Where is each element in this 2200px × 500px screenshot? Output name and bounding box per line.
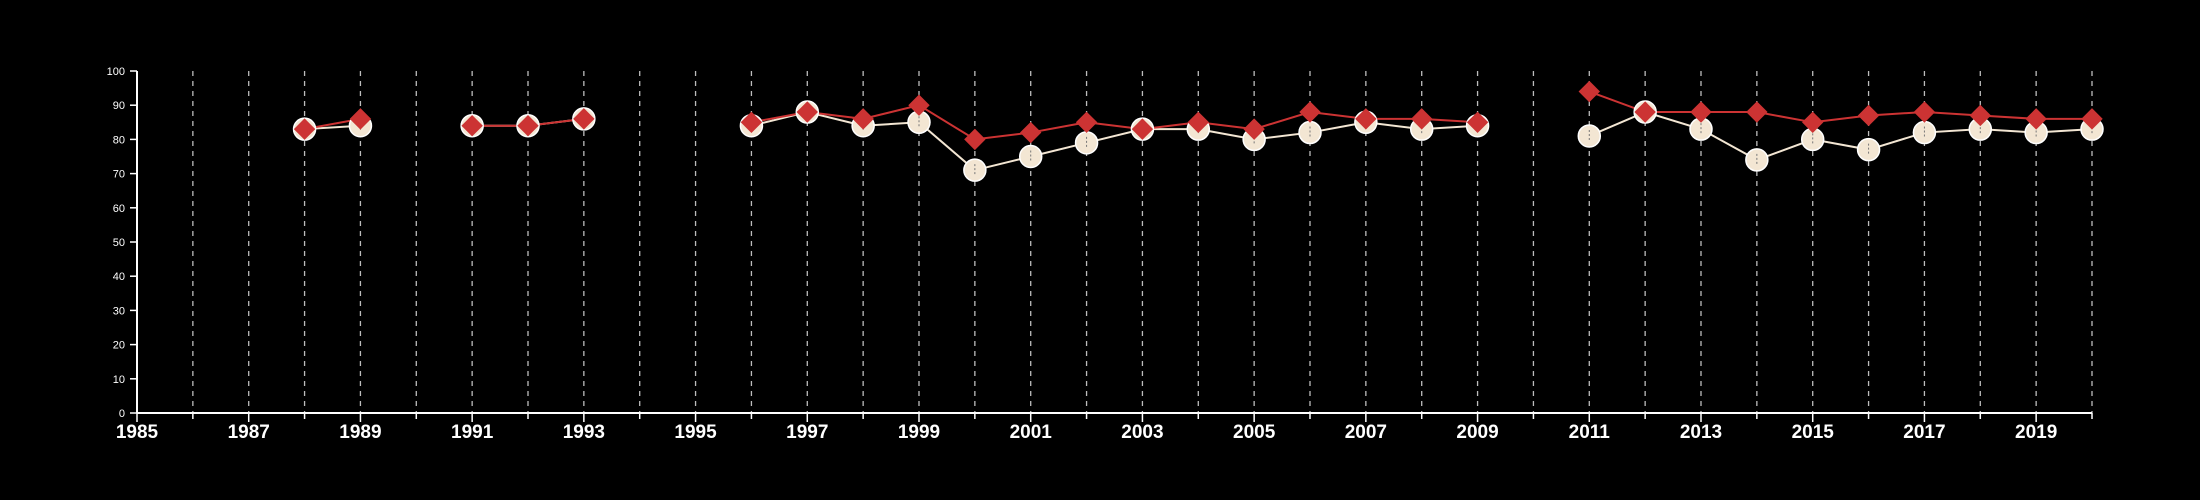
series-1-point-2006 bbox=[1298, 120, 1322, 145]
x-tick-label-1991: 1991 bbox=[451, 422, 494, 443]
series-2-point-2004 bbox=[1187, 111, 1209, 134]
series-2-point-2014 bbox=[1746, 101, 1768, 123]
series-2-point-2001 bbox=[1020, 121, 1042, 144]
series-2-point-1996 bbox=[740, 111, 763, 134]
x-tick-label-2009: 2009 bbox=[1456, 422, 1498, 443]
series-2-point-2017 bbox=[1913, 101, 1936, 123]
x-tick-label-1989: 1989 bbox=[339, 422, 381, 443]
vertical-gridlines bbox=[192, 71, 2093, 413]
x-tick-label-2011: 2011 bbox=[1569, 422, 1611, 443]
series-1-point-2015 bbox=[1800, 127, 1825, 152]
y-tick-label-80: 80 bbox=[113, 134, 125, 146]
series-2-point-1993 bbox=[573, 108, 595, 130]
x-tick-label-1993: 1993 bbox=[563, 422, 605, 443]
series-2-point-2005 bbox=[1243, 118, 1265, 140]
y-tick-label-90: 90 bbox=[113, 100, 125, 112]
series-markers bbox=[292, 80, 2104, 182]
series-2-point-2002 bbox=[1075, 111, 1098, 134]
y-tick-label-30: 30 bbox=[113, 305, 125, 317]
series-1-point-2002 bbox=[1074, 131, 1099, 155]
series-1-point-2016 bbox=[1856, 137, 1881, 162]
x-tick-label-2001: 2001 bbox=[1010, 422, 1053, 443]
series-2-point-2018 bbox=[1969, 104, 1991, 127]
series-1-line-segment-4 bbox=[1588, 110, 2093, 162]
series-2-point-2015 bbox=[1802, 111, 1824, 134]
series-2-point-1999 bbox=[908, 94, 930, 116]
series-1-point-2001 bbox=[1018, 144, 1043, 169]
y-axis: 0 10 20 30 40 50 60 70 80 90 100 bbox=[107, 66, 138, 420]
y-tick-label-20: 20 bbox=[113, 340, 125, 352]
series-2-point-1991 bbox=[461, 115, 483, 137]
y-tick-label-40: 40 bbox=[113, 271, 125, 283]
series-2-point-2007 bbox=[1355, 108, 1377, 130]
series-2-point-1992 bbox=[517, 115, 539, 137]
series-2-point-1988 bbox=[293, 118, 316, 140]
y-tick-label-0: 0 bbox=[119, 408, 125, 420]
x-tick-label-1985: 1985 bbox=[116, 422, 159, 443]
y-tick-label-60: 60 bbox=[113, 203, 125, 215]
series-1-point-2000 bbox=[963, 158, 987, 182]
x-tick-label-1997: 1997 bbox=[786, 422, 828, 443]
series-2-point-2011 bbox=[1578, 80, 1600, 103]
y-tick-label-10: 10 bbox=[113, 374, 125, 386]
x-tick-label-2003: 2003 bbox=[1121, 422, 1163, 443]
x-tick-label-2005: 2005 bbox=[1233, 422, 1276, 443]
x-tick-label-1999: 1999 bbox=[898, 422, 940, 443]
series-2-point-2006 bbox=[1299, 101, 1321, 123]
series-1-point-2014 bbox=[1745, 148, 1769, 172]
series-1-point-2011 bbox=[1577, 124, 1602, 148]
x-tick-label-2013: 2013 bbox=[1680, 422, 1722, 443]
x-tick-label-2015: 2015 bbox=[1792, 422, 1835, 443]
x-tick-label-2017: 2017 bbox=[1903, 422, 1945, 443]
series-2-point-2019 bbox=[2025, 108, 2047, 130]
x-axis: 1985 1987 1989 1991 1993 1995 1997 1999 2001 2003… bbox=[116, 412, 2093, 443]
y-tick-label-70: 70 bbox=[113, 169, 125, 181]
series-2-point-2003 bbox=[1131, 118, 1154, 140]
x-tick-label-2007: 2007 bbox=[1345, 422, 1387, 443]
series-1-point-2017 bbox=[1912, 120, 1937, 145]
series-2-line-segment-4 bbox=[1588, 90, 2092, 124]
x-tick-label-1987: 1987 bbox=[228, 422, 270, 443]
series-2-point-2008 bbox=[1411, 108, 1433, 130]
series-2-point-1998 bbox=[852, 108, 874, 130]
series-2-point-2000 bbox=[964, 128, 986, 151]
series-2-point-2013 bbox=[1690, 101, 1712, 123]
x-tick-label-1995: 1995 bbox=[674, 422, 717, 443]
series-2-point-2009 bbox=[1466, 111, 1489, 134]
y-tick-label-100: 100 bbox=[107, 66, 125, 78]
series-2-point-2020 bbox=[2081, 108, 2103, 130]
series-2-point-2016 bbox=[1857, 104, 1880, 127]
x-tick-label-2019: 2019 bbox=[2015, 422, 2057, 443]
series-2-point-1989 bbox=[349, 108, 372, 130]
series-2-point-1997 bbox=[796, 101, 818, 123]
series-2-point-2012 bbox=[1634, 101, 1656, 123]
y-tick-label-50: 50 bbox=[113, 237, 125, 249]
